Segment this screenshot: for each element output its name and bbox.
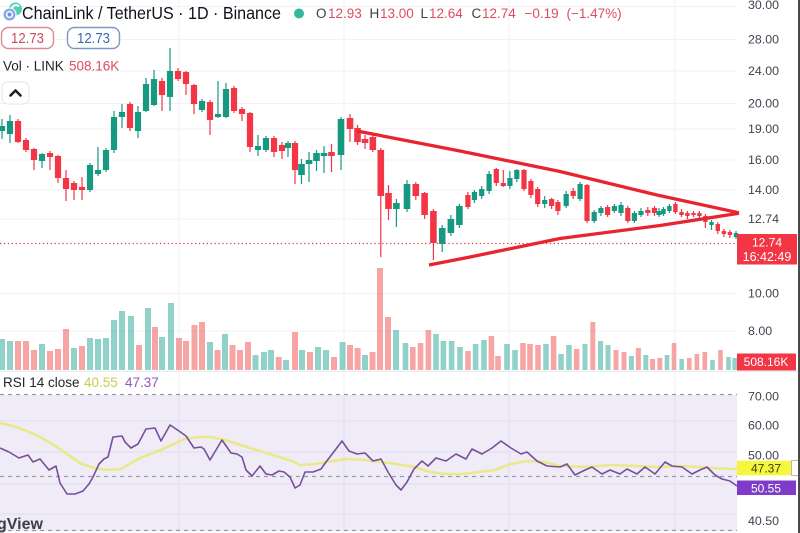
svg-text:24.00: 24.00	[748, 64, 779, 78]
svg-text:−0.19: −0.19	[525, 6, 559, 21]
svg-text:RSI 14 close: RSI 14 close	[3, 375, 80, 390]
svg-text:40.50: 40.50	[748, 514, 779, 528]
svg-text:8.00: 8.00	[748, 324, 772, 338]
svg-text:gView: gView	[0, 516, 44, 533]
svg-text:16.00: 16.00	[748, 153, 779, 167]
svg-text:508.16K: 508.16K	[69, 59, 119, 74]
svg-text:(−1.47%): (−1.47%)	[567, 6, 622, 21]
svg-text:60.00: 60.00	[748, 419, 779, 433]
svg-text:50.55: 50.55	[751, 482, 781, 496]
svg-text:12.73: 12.73	[77, 30, 110, 47]
svg-text:13.00: 13.00	[380, 6, 414, 21]
svg-text:12.93: 12.93	[328, 6, 362, 21]
svg-text:12.73: 12.73	[11, 30, 44, 47]
svg-text:L: L	[421, 6, 429, 21]
svg-text:47.37: 47.37	[751, 462, 781, 476]
svg-text:16:42:49: 16:42:49	[743, 250, 792, 264]
svg-text:O: O	[316, 6, 327, 21]
svg-text:12.74: 12.74	[482, 6, 516, 21]
svg-text:H: H	[370, 6, 380, 21]
svg-text:20.00: 20.00	[748, 97, 779, 111]
svg-text:508.16K: 508.16K	[744, 355, 789, 369]
svg-text:C: C	[472, 6, 482, 21]
svg-text:50.00: 50.00	[748, 449, 779, 463]
svg-text:19.00: 19.00	[748, 122, 779, 136]
svg-text:28.00: 28.00	[748, 33, 779, 47]
svg-text:12.64: 12.64	[429, 6, 463, 21]
svg-text:30.00: 30.00	[748, 0, 779, 12]
svg-text:12.74: 12.74	[752, 236, 782, 250]
svg-text:47.37: 47.37	[125, 375, 159, 390]
svg-text:Vol · LINK: Vol · LINK	[3, 59, 64, 74]
svg-text:12.74: 12.74	[748, 212, 779, 226]
svg-text:70.00: 70.00	[748, 390, 779, 404]
svg-text:10.00: 10.00	[748, 287, 779, 301]
svg-text:14.00: 14.00	[748, 183, 779, 197]
svg-text:40.55: 40.55	[84, 375, 118, 390]
svg-text:ChainLink / TetherUS · 1D · Bi: ChainLink / TetherUS · 1D · Binance	[22, 3, 281, 23]
